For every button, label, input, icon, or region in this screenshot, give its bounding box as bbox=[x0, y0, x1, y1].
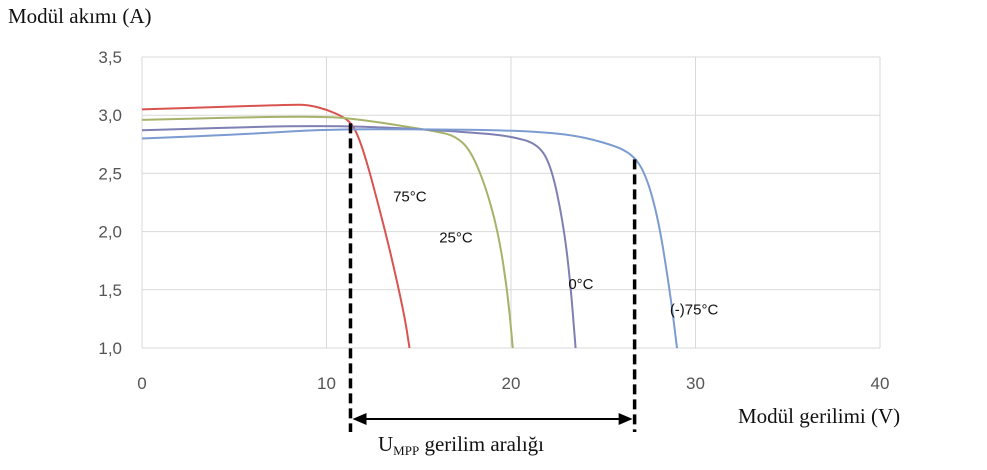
x-tick-label: 10 bbox=[317, 374, 336, 393]
temperature-label: 75°C bbox=[393, 189, 427, 206]
temperature-label: 25°C bbox=[439, 229, 473, 246]
y-tick-label: 2,5 bbox=[98, 164, 122, 183]
series-line bbox=[141, 103, 411, 349]
y-tick-label: 1,5 bbox=[98, 281, 122, 300]
y-tick-label: 1,0 bbox=[98, 339, 122, 358]
umpp-range-label: UMPP gerilim aralığı bbox=[378, 432, 544, 459]
y-tick-label: 3,0 bbox=[98, 106, 122, 125]
temperature-label: (-)75°C bbox=[670, 302, 719, 319]
umpp-range-sub: MPP bbox=[393, 443, 420, 458]
x-axis-title: Modül gerilimi (V) bbox=[738, 404, 901, 428]
umpp-range-rest: gerilim aralığı bbox=[419, 432, 544, 456]
temperature-label: 0°C bbox=[568, 276, 593, 293]
range-arrow-left-head bbox=[352, 413, 367, 425]
umpp-range-main: U bbox=[378, 432, 394, 456]
series-line bbox=[141, 125, 577, 349]
y-tick-label: 2,0 bbox=[98, 223, 122, 242]
x-tick-label: 30 bbox=[686, 374, 705, 393]
y-tick-label: 3,5 bbox=[98, 48, 122, 67]
range-arrow-right-head bbox=[618, 413, 633, 425]
series-line bbox=[141, 128, 678, 349]
x-tick-label: 20 bbox=[502, 374, 521, 393]
x-tick-label: 0 bbox=[137, 374, 146, 393]
y-axis-title: Modül akımı (A) bbox=[8, 4, 152, 28]
x-tick-label: 40 bbox=[871, 374, 890, 393]
